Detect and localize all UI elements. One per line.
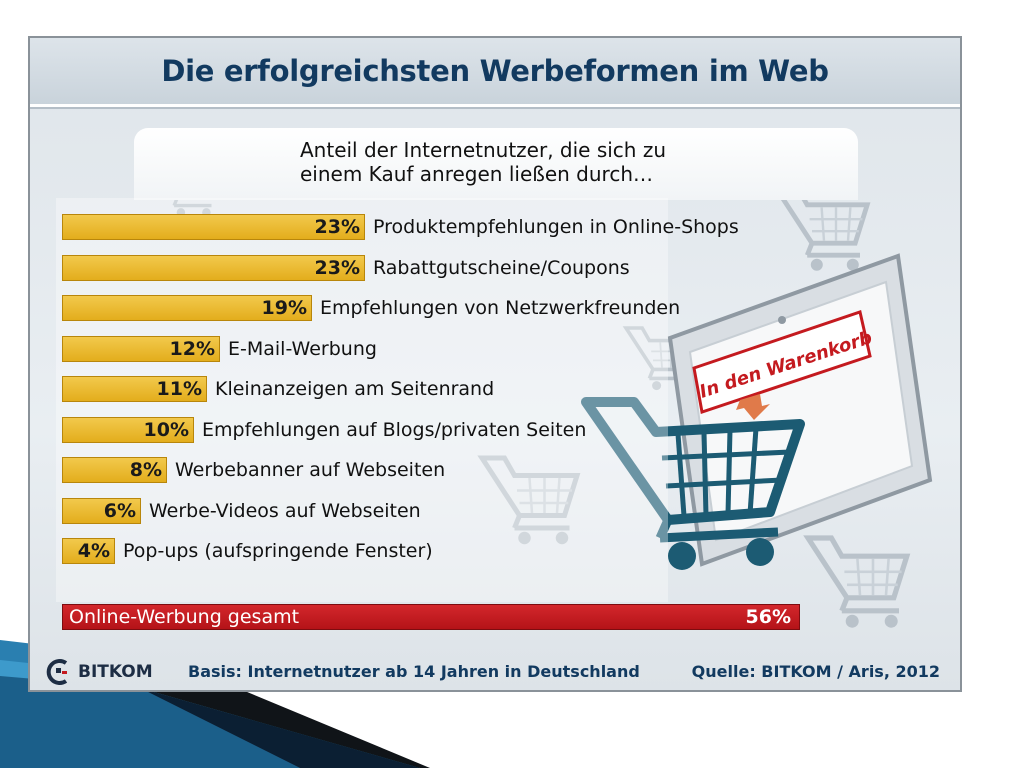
bar-category-label: Werbe-Videos auf Webseiten	[149, 500, 421, 522]
bar-value-label: 11%	[156, 378, 202, 400]
bar: 4%	[62, 538, 115, 564]
bar-category-label: Empfehlungen von Netzwerkfreunden	[320, 297, 681, 319]
bar: 23%	[62, 255, 365, 281]
chart-subtitle-line-1: Anteil der Internetnutzer, die sich zu	[300, 138, 666, 162]
footer: BITKOM Basis: Internetnutzer ab 14 Jahre…	[30, 646, 960, 690]
bar-value-label: 8%	[129, 459, 162, 481]
bitkom-logo-icon	[46, 659, 68, 685]
bar-category-label: Produktempfehlungen in Online-Shops	[373, 216, 739, 238]
bar-category-label: E-Mail-Werbung	[228, 338, 377, 360]
bar: 6%	[62, 498, 141, 524]
total-bar-label: Online-Werbung gesamt	[69, 606, 300, 628]
bar-chart: 23% Produktempfehlungen in Online-Shops 23…	[30, 38, 960, 690]
bar-value-label: 4%	[77, 540, 110, 562]
title-bar: Die erfolgreichsten Werbeformen im Web	[30, 38, 960, 107]
bar-value-label: 19%	[261, 297, 307, 319]
bar: 8%	[62, 457, 167, 483]
chart-subtitle-line-2: einem Kauf anregen ließen durch…	[300, 162, 654, 186]
bitkom-logo: BITKOM	[44, 658, 156, 686]
subtitle-panel	[134, 128, 858, 200]
bar-value-label: 10%	[143, 419, 189, 441]
bar-category-label: Kleinanzeigen am Seitenrand	[215, 378, 495, 400]
bar: 23%	[62, 214, 365, 240]
bar: 10%	[62, 417, 194, 443]
bar: 11%	[62, 376, 207, 402]
bar-value-label: 6%	[103, 500, 136, 522]
source-note: Quelle: BITKOM / Aris, 2012	[691, 662, 940, 681]
bar: 19%	[62, 295, 312, 321]
total-bar: Online-Werbung gesamt 56%	[62, 604, 800, 630]
infographic-panel: In den Warenkorb Die erfolgreichsten Wer…	[28, 36, 962, 692]
background-illustration: In den Warenkorb	[150, 156, 933, 690]
shopping-cart-icon	[581, 397, 805, 570]
bar-value-label: 23%	[314, 257, 360, 279]
bitkom-logo-text: BITKOM	[78, 662, 153, 682]
bar-value-label: 23%	[314, 216, 360, 238]
bar-category-label: Werbebanner auf Webseiten	[175, 459, 446, 481]
bar-category-label: Rabattgutscheine/Coupons	[373, 257, 630, 279]
bar-category-label: Pop-ups (aufspringende Fenster)	[123, 540, 433, 562]
basis-note: Basis: Internetnutzer ab 14 Jahren in De…	[188, 662, 640, 681]
bar: 12%	[62, 336, 220, 362]
bar-value-label: 12%	[169, 338, 215, 360]
total-bar-value: 56%	[745, 606, 791, 628]
chart-title: Die erfolgreichsten Werbeformen im Web	[161, 54, 829, 88]
bar-category-label: Empfehlungen auf Blogs/privaten Seiten	[202, 419, 587, 441]
